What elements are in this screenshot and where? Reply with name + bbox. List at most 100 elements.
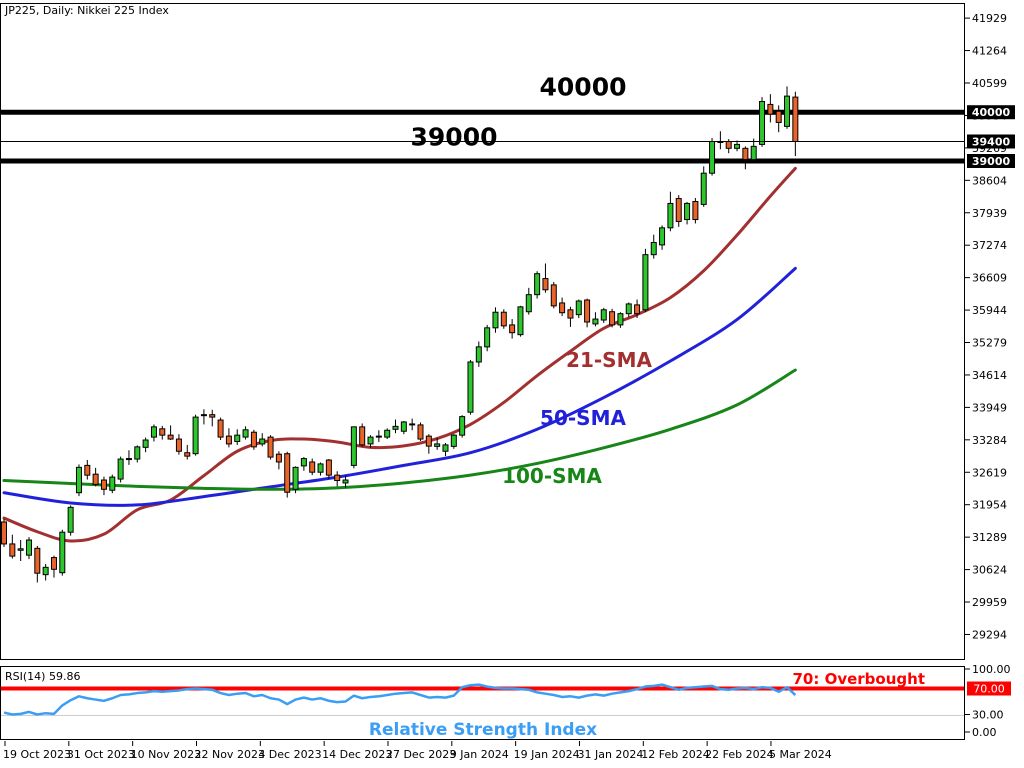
candle-up xyxy=(650,241,657,256)
candle-down xyxy=(84,464,91,476)
candle-up xyxy=(142,439,149,448)
sma50-label: 50-SMA xyxy=(540,406,626,430)
price-tick-label: 31289 xyxy=(972,531,1007,544)
candle-down xyxy=(742,147,749,161)
candle-up xyxy=(467,361,474,413)
price-tick-label: 37274 xyxy=(972,239,1007,252)
rsi-badge-text: 70.00 xyxy=(973,683,1005,696)
price-tick-label: 31954 xyxy=(972,499,1007,512)
candle-up xyxy=(150,426,157,438)
candle-down xyxy=(325,459,332,476)
time-tick-label: 14 Dec 2023 xyxy=(322,748,392,761)
candle-up xyxy=(367,436,374,445)
time-tick-label: 22 Nov 2023 xyxy=(194,748,264,761)
candle-up xyxy=(125,458,132,461)
candle-up xyxy=(192,416,199,455)
candle-up xyxy=(459,416,466,436)
time-tick-label: 19 Oct 2023 xyxy=(3,748,71,761)
candle-up xyxy=(25,539,32,556)
price-badge-39000: 39000 xyxy=(967,154,1015,168)
main-panel-frame[interactable] xyxy=(0,3,965,660)
rsi-panel-frame[interactable] xyxy=(0,666,965,740)
candle-down xyxy=(509,324,516,334)
price-badge-bg xyxy=(967,154,1015,168)
candle-up xyxy=(525,294,532,313)
time-tick-label: 5 Mar 2024 xyxy=(769,748,832,761)
candle-down xyxy=(50,557,57,570)
candle-up xyxy=(400,421,407,432)
candle-down xyxy=(334,474,341,482)
candle-up xyxy=(659,227,666,246)
resistance-level-label: 40000 xyxy=(539,72,627,102)
price-badge-39400: 39400 xyxy=(967,134,1015,149)
candle-up xyxy=(709,140,716,174)
price-badge-bg xyxy=(967,134,1015,149)
rsi-tick-label: 0.00 xyxy=(972,726,997,739)
time-tick-label: 22 Feb 2024 xyxy=(705,748,773,761)
candle-up xyxy=(450,434,457,447)
sma100-label: 100-SMA xyxy=(502,464,602,488)
candle-down xyxy=(284,453,291,493)
candle-down xyxy=(725,140,732,149)
price-tick-label: 35944 xyxy=(972,304,1007,317)
candle-up xyxy=(375,435,382,438)
candle-down xyxy=(167,434,174,440)
price-badge-text: 39000 xyxy=(972,155,1011,168)
candle-up xyxy=(750,145,757,161)
candle-up xyxy=(234,434,241,442)
price-badge-text: 39400 xyxy=(972,135,1011,148)
price-tick-label: 30624 xyxy=(972,564,1007,577)
candle-down xyxy=(775,110,782,123)
candle-down xyxy=(100,479,107,490)
rsi-name-label: Relative Strength Index xyxy=(368,720,598,740)
price-tick-label: 33949 xyxy=(972,401,1007,414)
candle-up xyxy=(600,309,607,321)
candle-down xyxy=(584,299,591,323)
candle-up xyxy=(300,458,307,467)
candle-down xyxy=(692,200,699,221)
candle-down xyxy=(184,452,191,457)
price-tick-label: 29294 xyxy=(972,628,1007,641)
candle-down xyxy=(542,278,549,291)
time-tick-label: 31 Jan 2024 xyxy=(577,748,643,761)
candle-down xyxy=(309,461,316,473)
candle-up xyxy=(434,443,441,447)
candle-up xyxy=(409,423,416,426)
rsi-indicator-title: RSI(14) 59.86 xyxy=(5,670,81,683)
candle-up xyxy=(575,300,582,316)
candle-up xyxy=(625,303,632,315)
candle-up xyxy=(67,506,74,533)
time-tick-label: 27 Dec 2023 xyxy=(386,748,456,761)
sma-line-21 xyxy=(2,166,797,543)
sma21-label: 21-SMA xyxy=(566,348,652,372)
price-tick-label: 29959 xyxy=(972,596,1007,609)
candle-up xyxy=(684,202,691,221)
candle-down xyxy=(792,96,799,142)
overbought-label: 70: Overbought xyxy=(792,670,925,688)
candle-down xyxy=(209,414,216,418)
candle-down xyxy=(425,435,432,447)
time-tick-label: 19 Jan 2024 xyxy=(514,748,580,761)
price-tick-label: 35279 xyxy=(972,337,1007,350)
candle-up xyxy=(117,458,124,480)
candle-up xyxy=(134,446,141,460)
candle-up xyxy=(59,531,66,574)
candle-up xyxy=(392,425,399,430)
rsi-line xyxy=(3,683,797,716)
candle-up xyxy=(109,476,116,491)
candle-down xyxy=(359,426,366,446)
candle-down xyxy=(1,521,7,545)
candles-layer xyxy=(1,86,799,583)
candle-down xyxy=(500,311,507,327)
candle-up xyxy=(759,100,766,145)
candle-up xyxy=(317,463,324,473)
candle-up xyxy=(200,414,207,417)
price-badge-40000: 40000 xyxy=(967,105,1015,120)
candle-up xyxy=(442,444,449,452)
support-level-label: 39000 xyxy=(410,122,498,152)
rsi-scale[interactable]: 100.00 70.00 30.00 0.00 xyxy=(965,663,1011,739)
candle-up xyxy=(17,548,24,551)
